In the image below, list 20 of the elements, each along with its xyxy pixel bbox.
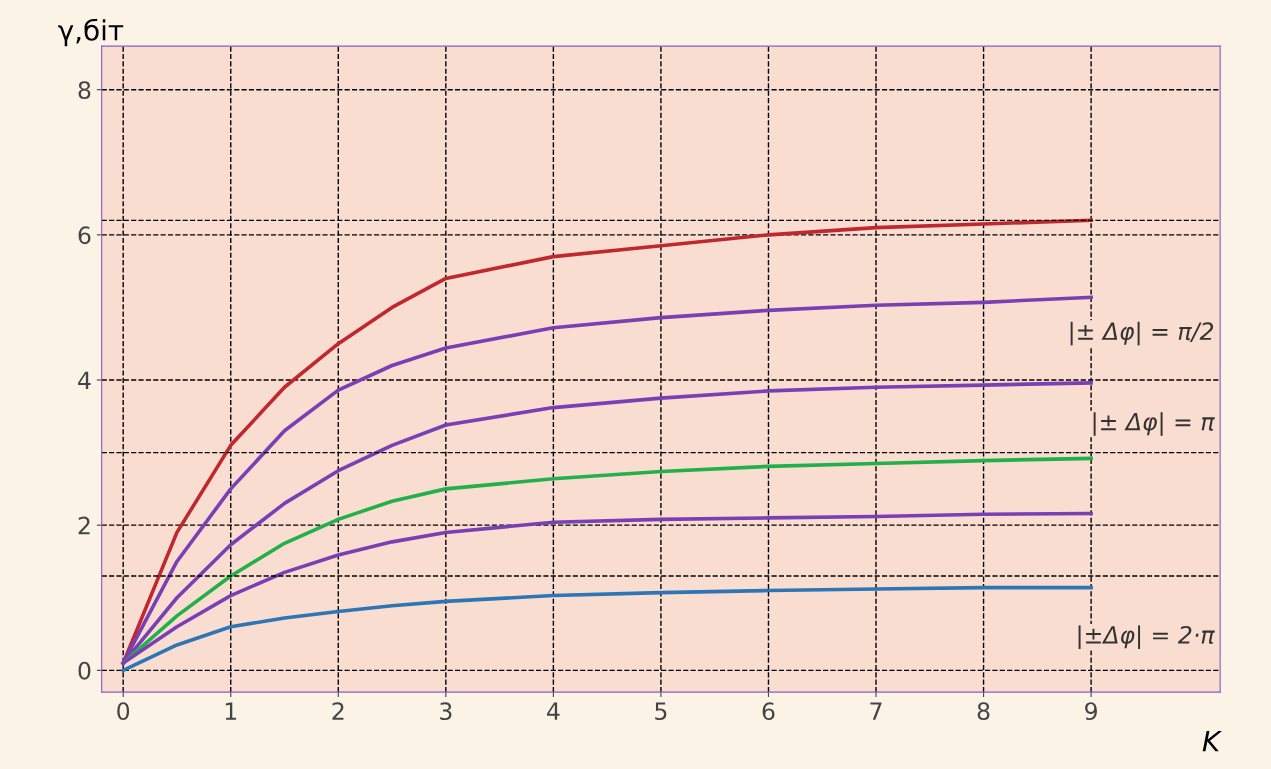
x-tick-label: 6	[762, 702, 775, 721]
annotation: |±Δφ| = 2·π	[1078, 625, 1215, 649]
y-tick-label: 2	[78, 516, 90, 535]
annotation: |± Δφ| = π/2	[1070, 321, 1214, 346]
x-tick-label: 8	[977, 702, 990, 721]
x-tick-label: 4	[547, 702, 560, 720]
x-tick-label: 0	[117, 702, 130, 721]
x-tick-label: 7	[870, 702, 882, 720]
y-tick-label: 8	[78, 81, 91, 99]
x-tick-label: 5	[655, 702, 667, 721]
y-tick-label: 0	[78, 661, 91, 680]
x-tick-label: 1	[225, 702, 237, 720]
x-tick-label: 3	[440, 702, 452, 721]
y-tick-label: 6	[78, 226, 91, 245]
x-tick-label: 9	[1085, 702, 1097, 721]
annotation: |± Δφ| = π	[1093, 412, 1215, 436]
x-axis-title: K	[1202, 731, 1222, 752]
y-tick-label: 4	[78, 371, 91, 389]
y-axis-title: γ,біт	[58, 18, 124, 47]
x-tick-label: 2	[332, 702, 344, 720]
